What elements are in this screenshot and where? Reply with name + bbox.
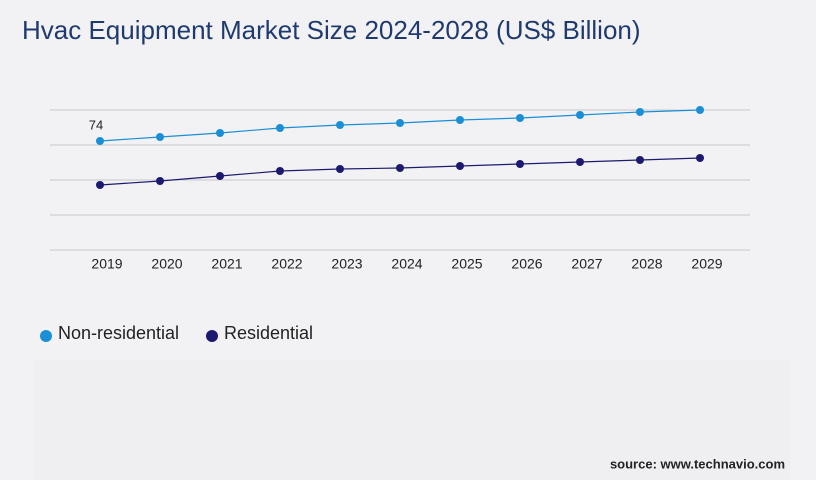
data-point bbox=[216, 172, 224, 180]
x-tick-label: 2026 bbox=[511, 256, 542, 272]
data-point bbox=[156, 133, 164, 141]
data-label: 74 bbox=[89, 117, 103, 132]
data-point bbox=[636, 108, 644, 116]
data-point bbox=[96, 137, 104, 145]
data-point bbox=[276, 124, 284, 132]
data-point bbox=[456, 162, 464, 170]
x-tick-label: 2028 bbox=[631, 256, 662, 272]
data-point bbox=[396, 164, 404, 172]
data-point bbox=[636, 156, 644, 164]
data-point bbox=[216, 129, 224, 137]
data-point bbox=[276, 167, 284, 175]
data-point bbox=[696, 154, 704, 162]
x-tick-label: 2029 bbox=[691, 256, 722, 272]
data-point bbox=[456, 116, 464, 124]
data-point bbox=[96, 181, 104, 189]
x-tick-label: 2020 bbox=[151, 256, 182, 272]
legend-label: Residential bbox=[224, 323, 313, 343]
x-tick-label: 2027 bbox=[571, 256, 602, 272]
x-tick-label: 2025 bbox=[451, 256, 482, 272]
data-point bbox=[516, 160, 524, 168]
legend-label: Non-residential bbox=[58, 323, 179, 343]
legend-marker bbox=[206, 330, 218, 342]
source: source: www.technavio.com bbox=[610, 456, 785, 471]
panel bbox=[34, 360, 790, 480]
x-tick-label: 2022 bbox=[271, 256, 302, 272]
x-tick-label: 2019 bbox=[91, 256, 122, 272]
data-point bbox=[156, 177, 164, 185]
x-tick-label: 2021 bbox=[211, 256, 242, 272]
data-point bbox=[576, 158, 584, 166]
x-tick-label: 2024 bbox=[391, 256, 422, 272]
data-point bbox=[696, 106, 704, 114]
data-point bbox=[336, 165, 344, 173]
data-point bbox=[396, 119, 404, 127]
legend-marker bbox=[40, 330, 52, 342]
data-point bbox=[516, 114, 524, 122]
data-point bbox=[576, 111, 584, 119]
data-point bbox=[336, 121, 344, 129]
chart-title: Hvac Equipment Market Size 2024-2028 (US… bbox=[22, 15, 641, 45]
x-tick-label: 2023 bbox=[331, 256, 362, 272]
